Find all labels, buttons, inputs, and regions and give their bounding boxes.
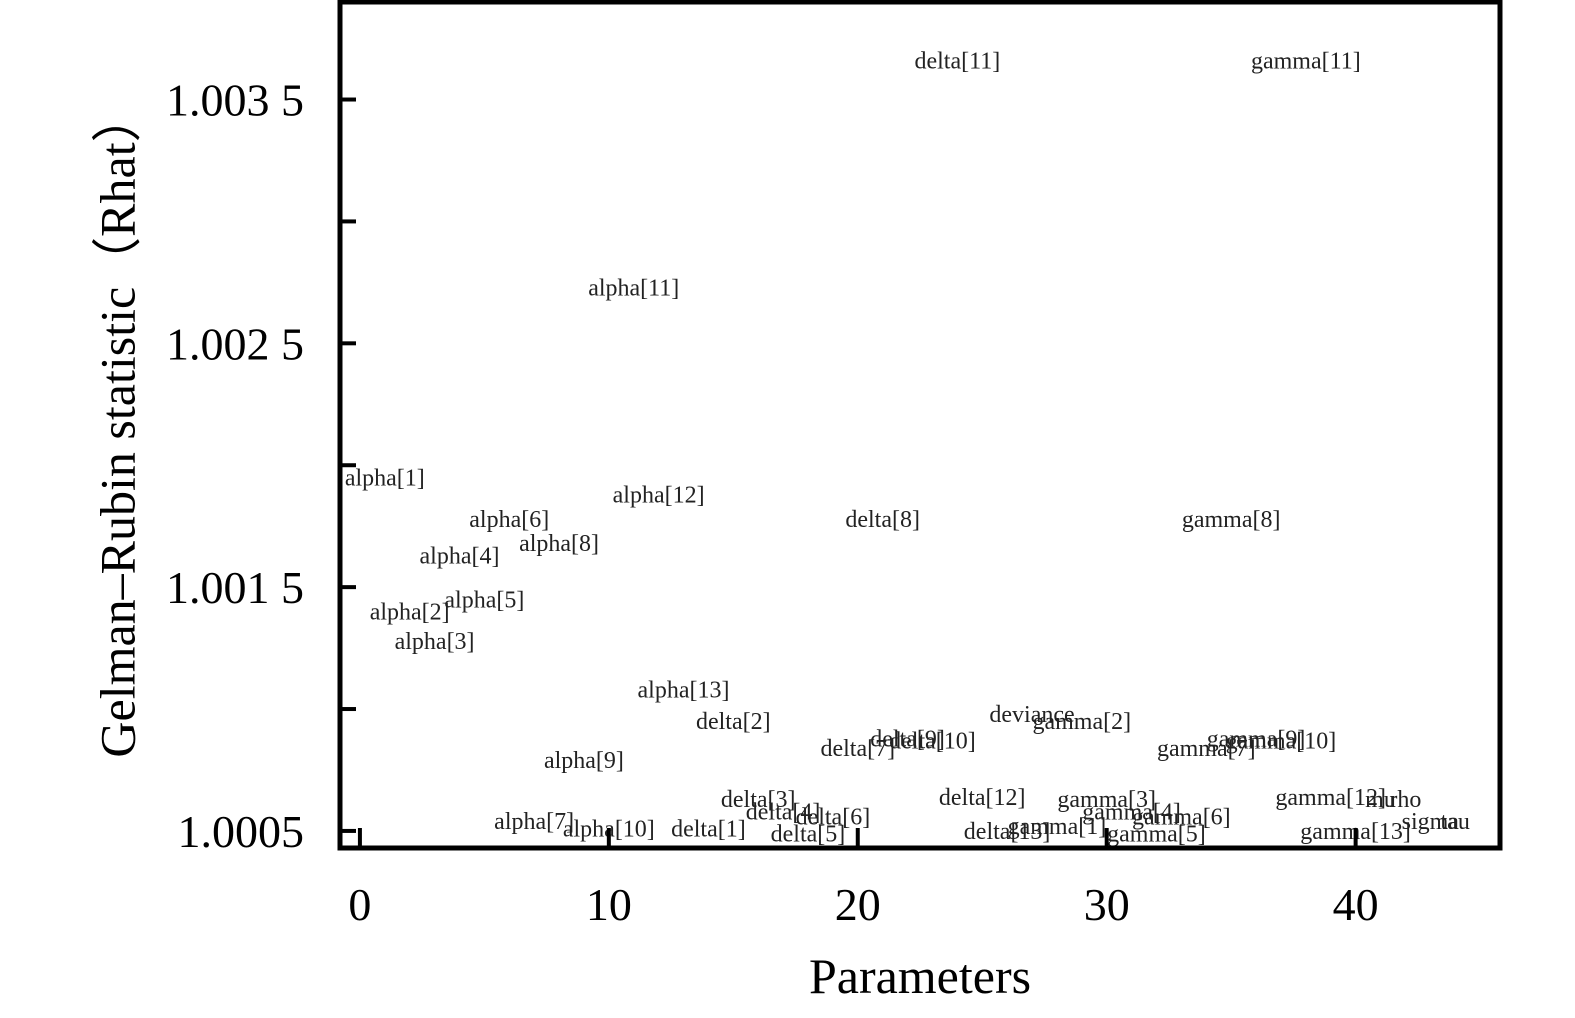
point-label: gamma[6]: [1132, 804, 1231, 830]
point-label: delta[8]: [845, 507, 920, 533]
y-tick-label: 1.0005: [178, 806, 305, 857]
point-label: alpha[1]: [345, 465, 425, 491]
point-labels: alpha[1] alpha[2] alpha[3] alpha[4] alpha[5]…: [345, 49, 1470, 848]
plot-frame: [337, 0, 1503, 851]
point-label: delta[2]: [696, 709, 771, 735]
y-axis-title: Gelman–Rubin statistic（Rhat）: [90, 92, 146, 757]
point-label: alpha[12]: [613, 482, 705, 508]
point-label: rho: [1389, 787, 1421, 813]
x-axis-title: Parameters: [809, 948, 1031, 1004]
point-label: alpha[4]: [420, 543, 500, 569]
point-label: gamma[12]: [1275, 785, 1386, 811]
point-label: delta[9]: [870, 726, 945, 752]
x-tick-label: 20: [835, 879, 881, 930]
point-label: delta[3]: [721, 787, 796, 813]
point-label: alpha[3]: [395, 629, 475, 655]
point-label: alpha[6]: [469, 507, 549, 533]
point-label: sigma: [1402, 809, 1460, 835]
point-label: alpha[13]: [638, 678, 730, 704]
point-label: delta[4]: [746, 799, 821, 825]
x-tick-label: 40: [1333, 879, 1379, 930]
point-label: deviance: [989, 702, 1074, 728]
point-label: gamma[4]: [1082, 799, 1181, 825]
point-label: gamma[9]: [1207, 726, 1306, 752]
point-label: gamma[5]: [1107, 821, 1206, 847]
point-label: delta[12]: [939, 785, 1026, 811]
y-tick-label: 1.001 5: [166, 562, 304, 613]
point-label: delta[13]: [964, 819, 1051, 845]
point-label: alpha[5]: [444, 587, 524, 613]
x-tick-label: 30: [1084, 879, 1130, 930]
point-label: alpha[2]: [370, 600, 450, 626]
point-label: gamma[11]: [1251, 49, 1361, 75]
point-label: delta[5]: [771, 821, 846, 847]
point-label: gamma[7]: [1157, 736, 1256, 762]
point-label: gamma[10]: [1226, 729, 1337, 755]
x-tick-label: 10: [586, 879, 632, 930]
point-label: tau: [1441, 809, 1470, 835]
y-tick-label: 1.003 5: [166, 75, 304, 126]
point-label: delta[10]: [889, 729, 976, 755]
point-label: delta[1]: [671, 816, 746, 842]
point-label: delta[11]: [914, 49, 1000, 75]
y-tick-label: 1.002 5: [166, 318, 304, 369]
point-label: gamma[1]: [1008, 814, 1107, 840]
point-label: gamma[2]: [1032, 709, 1131, 735]
point-label: delta[6]: [796, 804, 871, 830]
point-label: mu: [1365, 787, 1396, 813]
point-label: gamma[3]: [1057, 787, 1156, 813]
point-label: alpha[9]: [544, 748, 624, 774]
x-tick-label: 0: [348, 879, 371, 930]
y-axis: 1.0005 1.001 5 1.002 5 1.003 5: [166, 75, 356, 857]
x-axis: 0 10 20 30 40: [348, 828, 1379, 930]
point-label: alpha[8]: [519, 531, 599, 557]
point-label: alpha[7]: [494, 809, 574, 835]
point-label: alpha[11]: [588, 275, 679, 301]
point-label: delta[7]: [820, 736, 895, 762]
point-label: gamma[8]: [1182, 507, 1281, 533]
